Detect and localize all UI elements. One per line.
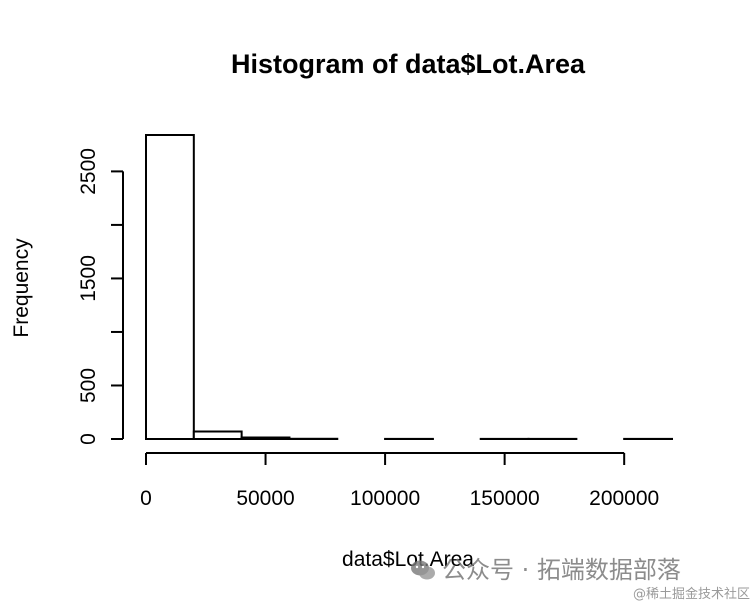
watermark-sub: @稀土掘金技术社区 [632, 587, 750, 602]
watermark-main: 公众号 · 拓端数据部落 [410, 550, 681, 585]
x-tick-label: 100000 [350, 487, 420, 510]
x-tick-label: 150000 [470, 487, 540, 510]
y-axis-label: Frequency [10, 238, 33, 338]
x-tick-label: 0 [140, 487, 152, 510]
y-tick-label: 2500 [77, 148, 100, 195]
histogram-bar-1 [192, 430, 243, 441]
wechat-icon [411, 560, 435, 580]
y-tick-label: 0 [77, 433, 100, 445]
bars-group [145, 134, 674, 441]
x-tick-label: 200000 [589, 487, 659, 510]
y-axis: 0 500 1500 2500 [77, 148, 124, 445]
y-tick-label: 500 [77, 368, 100, 403]
y-tick-label: 1500 [77, 255, 100, 302]
chart-title: Histogram of data$Lot.Area [231, 49, 586, 79]
histogram-bar-2 [240, 436, 291, 440]
x-axis: 0 50000 100000 150000 200000 [140, 452, 659, 510]
x-axis-label: data$Lot.Area [342, 548, 474, 571]
watermark-text: 公众号 · 拓端数据部落 [442, 556, 681, 584]
x-tick-label: 50000 [236, 487, 294, 510]
histogram-bar-0 [145, 134, 195, 440]
